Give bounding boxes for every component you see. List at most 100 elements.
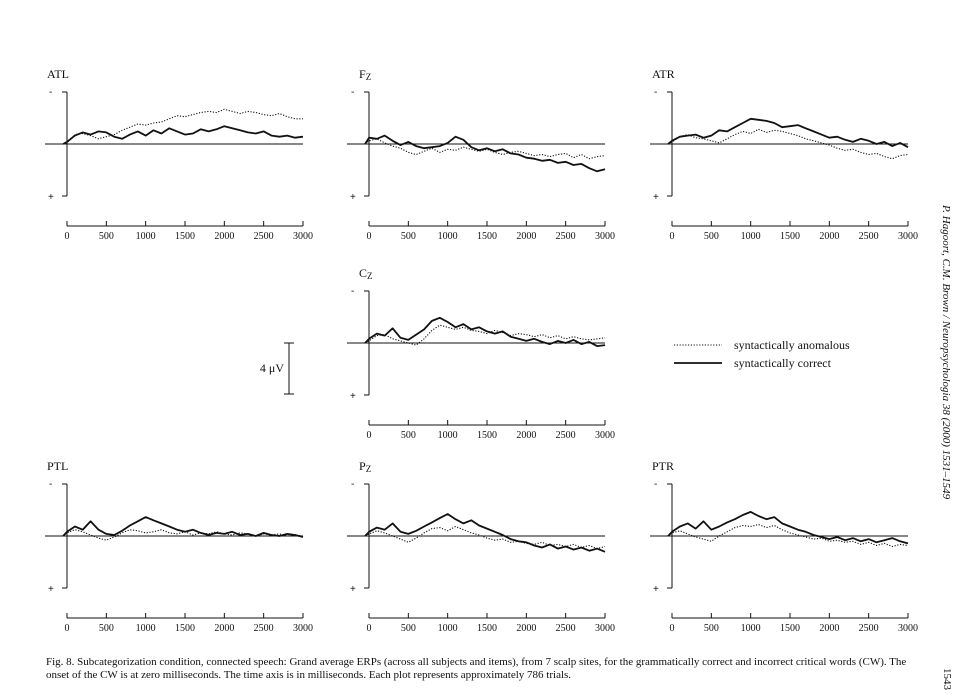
- x-tick-label: 3000: [898, 623, 918, 634]
- series-correct-line: [667, 117, 909, 148]
- x-tick-label: 2500: [556, 231, 576, 242]
- panel-ptr: PTR - +0 500 1000 1500 2000 2500 3000: [650, 459, 918, 634]
- x-tick-label: 2500: [556, 623, 576, 634]
- x-tick-label: 0: [367, 623, 372, 634]
- x-tick-label: 500: [401, 231, 416, 242]
- series-correct-line: [667, 510, 909, 545]
- x-tick-label: 2000: [819, 623, 839, 634]
- x-tick-label: 3000: [595, 623, 615, 634]
- x-tick-label: 1500: [477, 623, 497, 634]
- series-correct-line: [364, 316, 606, 348]
- panel-ptl: PTL - +0 500 1000 1500 2000 2500 3000: [45, 459, 313, 634]
- x-tick-label: 3000: [595, 231, 615, 242]
- x-tick-label: 2500: [254, 231, 274, 242]
- panel-title: PZ: [359, 459, 371, 474]
- positive-sign: +: [350, 192, 356, 203]
- series-anomalous-line: [364, 138, 606, 160]
- x-tick-label: 3000: [595, 430, 615, 441]
- x-tick-label: 500: [401, 623, 416, 634]
- x-tick-label: 1000: [136, 623, 156, 634]
- x-tick-label: 1500: [477, 231, 497, 242]
- panel-title: ATL: [47, 67, 69, 81]
- x-tick-label: 500: [99, 231, 114, 242]
- x-tick-label: 2500: [859, 623, 879, 634]
- positive-sign: +: [350, 584, 356, 595]
- x-tick-label: 0: [367, 231, 372, 242]
- negative-sign: -: [351, 87, 354, 98]
- x-tick-label: 1500: [477, 430, 497, 441]
- series-correct-line: [62, 125, 304, 145]
- x-tick-label: 1000: [438, 231, 458, 242]
- negative-sign: -: [49, 87, 52, 98]
- panel-title: PTR: [652, 459, 674, 473]
- series-anomalous-line: [364, 525, 606, 550]
- running-head: P. Hagoort, C.M. Brown / Neuropsychologi…: [940, 205, 952, 500]
- positive-sign: +: [48, 584, 54, 595]
- negative-sign: -: [654, 479, 657, 490]
- panel-pz: PZ- +0 500 1000 1500 2000 2500 3000: [347, 459, 615, 634]
- panel-title: CZ: [359, 266, 373, 281]
- negative-sign: -: [351, 286, 354, 297]
- panel-title: FZ: [359, 67, 371, 82]
- x-tick-label: 0: [367, 430, 372, 441]
- series-correct-line: [364, 513, 606, 553]
- x-tick-label: 2000: [214, 231, 234, 242]
- x-tick-label: 1500: [780, 231, 800, 242]
- page-number: 1543: [941, 668, 953, 690]
- x-tick-label: 2000: [819, 231, 839, 242]
- x-tick-label: 0: [65, 231, 70, 242]
- negative-sign: -: [49, 479, 52, 490]
- x-tick-label: 1000: [438, 623, 458, 634]
- x-tick-label: 3000: [293, 231, 313, 242]
- legend: syntactically anomalous syntactically cor…: [674, 338, 850, 370]
- x-tick-label: 1000: [741, 623, 761, 634]
- x-tick-label: 0: [670, 231, 675, 242]
- panel-title: PTL: [47, 459, 68, 473]
- panel-atl: ATL - +0 500 1000 1500 2000 2500 3000: [45, 67, 313, 242]
- positive-sign: +: [350, 391, 356, 402]
- legend-label: syntactically correct: [734, 356, 832, 370]
- x-tick-label: 500: [401, 430, 416, 441]
- series-anomalous-line: [62, 529, 304, 541]
- scale-bar: 4 μV: [260, 342, 294, 395]
- x-tick-label: 500: [704, 623, 719, 634]
- panel-cz: CZ- +0 500 1000 1500 2000 2500 3000: [347, 266, 615, 441]
- series-anomalous-line: [62, 108, 303, 145]
- series-anomalous-line: [667, 523, 909, 548]
- positive-sign: +: [653, 584, 659, 595]
- x-tick-label: 2000: [516, 430, 536, 441]
- x-tick-label: 1000: [438, 430, 458, 441]
- negative-sign: -: [654, 87, 657, 98]
- positive-sign: +: [653, 192, 659, 203]
- x-tick-label: 1500: [175, 231, 195, 242]
- x-tick-label: 2000: [516, 231, 536, 242]
- negative-sign: -: [351, 479, 354, 490]
- x-tick-label: 500: [704, 231, 719, 242]
- x-tick-label: 1000: [136, 231, 156, 242]
- x-tick-label: 0: [670, 623, 675, 634]
- x-tick-label: 1000: [741, 231, 761, 242]
- x-tick-label: 3000: [898, 231, 918, 242]
- figure-caption: Fig. 8. Subcategorization condition, con…: [46, 656, 907, 681]
- x-tick-label: 1500: [175, 623, 195, 634]
- x-tick-label: 2000: [516, 623, 536, 634]
- panel-atr: ATR - +0 500 1000 1500 2000 2500 3000: [650, 67, 918, 242]
- series-anomalous-line: [364, 324, 606, 346]
- legend-label: syntactically anomalous: [734, 338, 850, 352]
- x-tick-label: 2000: [214, 623, 234, 634]
- panel-title: ATR: [652, 67, 675, 81]
- panel-fz: FZ- +0 500 1000 1500 2000 2500 3000: [347, 67, 615, 242]
- scale-bar-label: 4 μV: [260, 361, 284, 375]
- series-correct-line: [364, 134, 606, 173]
- x-tick-label: 500: [99, 623, 114, 634]
- x-tick-label: 2500: [556, 430, 576, 441]
- series-correct-line: [62, 516, 304, 538]
- x-tick-label: 2500: [254, 623, 274, 634]
- x-tick-label: 0: [65, 623, 70, 634]
- x-tick-label: 1500: [780, 623, 800, 634]
- x-tick-label: 2500: [859, 231, 879, 242]
- positive-sign: +: [48, 192, 54, 203]
- x-tick-label: 3000: [293, 623, 313, 634]
- series-anomalous-line: [667, 128, 909, 160]
